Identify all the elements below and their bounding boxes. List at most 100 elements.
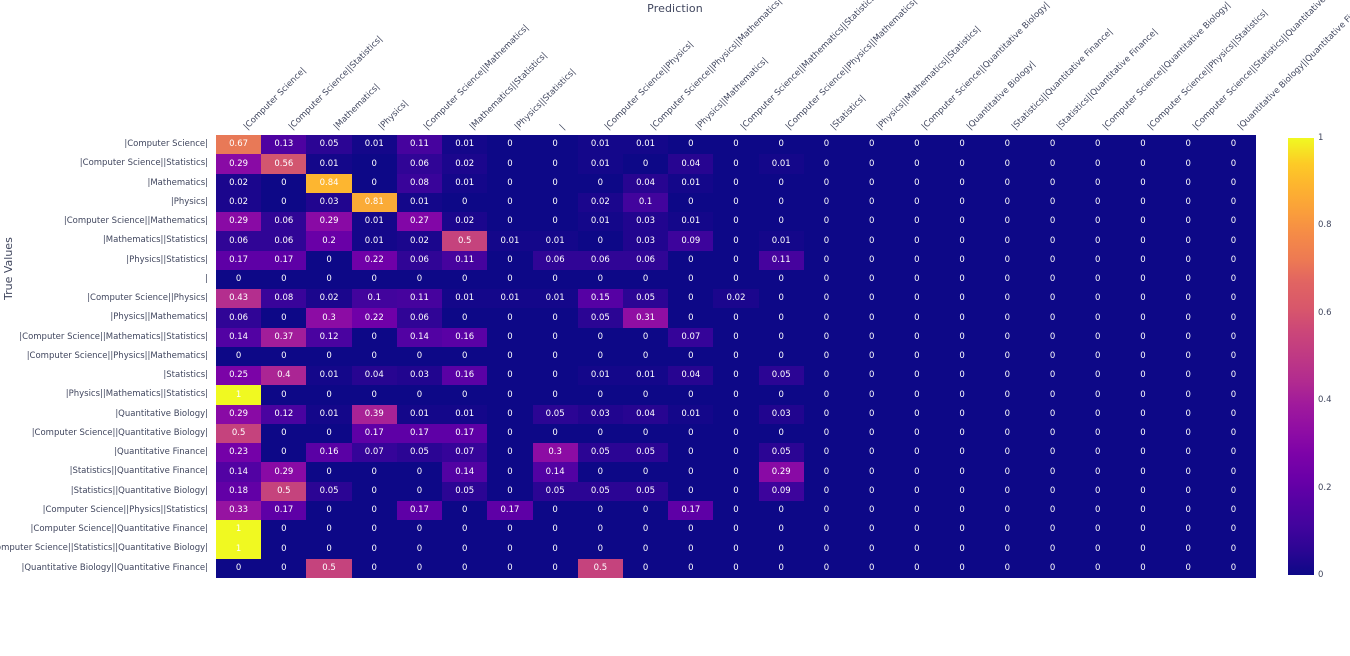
heatmap-cell: 0 [1120, 327, 1166, 347]
heatmap-cell: 0 [939, 385, 985, 405]
heatmap-cell: 0 [939, 154, 985, 174]
heatmap-cell: 0 [939, 462, 985, 482]
heatmap-cell: 0 [984, 135, 1030, 155]
heatmap-cell: 0.4 [261, 366, 307, 386]
heatmap-cell: 0 [803, 289, 850, 309]
colorbar-tick-label: 0.8 [1318, 220, 1332, 231]
heatmap-cell: 0.25 [216, 366, 262, 386]
heatmap-cell: 0 [351, 173, 397, 193]
heatmap-cell: 0.39 [351, 404, 397, 424]
heatmap-cell: 0 [849, 443, 895, 463]
colorbar-tick-label: 0 [1318, 570, 1324, 580]
heatmap-cell: 0 [713, 558, 759, 578]
heatmap-cell: 0 [1165, 231, 1211, 251]
heatmap-cell: 0 [849, 250, 895, 270]
heatmap-cell: 0 [758, 539, 804, 559]
heatmap-cell: 0.16 [442, 327, 488, 347]
heatmap-cell: 0 [532, 423, 578, 443]
heatmap-cell: 0 [261, 192, 307, 212]
heatmap-cell: 0 [577, 462, 623, 482]
heatmap-cell: 0 [758, 135, 804, 155]
heatmap-row: 0.06 0.06 0.2 0.01 0.02 0.5 0.01 0.01 0 0.03 0.09 0… [216, 231, 1257, 251]
heatmap-cell: 0 [1120, 250, 1166, 270]
heatmap-cell: 0 [306, 462, 352, 482]
x-tick-label: |Mathematics||Statistics| [467, 50, 549, 133]
heatmap-cell: 0 [894, 539, 940, 559]
heatmap-cell: 0 [442, 500, 488, 520]
heatmap-cell: 0 [939, 366, 985, 386]
heatmap-cell: 0.01 [487, 231, 533, 251]
heatmap-cell: 0 [894, 481, 940, 501]
heatmap-cell: 0.03 [396, 366, 443, 386]
heatmap-cell: 0 [803, 135, 850, 155]
heatmap-cell: 0 [1075, 385, 1121, 405]
heatmap-cell: 0 [894, 212, 940, 232]
heatmap-cell: 0 [487, 308, 533, 328]
y-tick-label: |Computer Science||Physics||Mathematics| [26, 350, 208, 361]
heatmap-cell: 0.17 [351, 423, 397, 443]
heatmap-cell: 0.17 [261, 250, 307, 270]
heatmap-cell: 0 [1210, 308, 1257, 328]
heatmap-cell: 0.06 [396, 154, 443, 174]
heatmap-cell: 0 [1075, 423, 1121, 443]
heatmap-cell: 0 [622, 385, 669, 405]
heatmap-cell: 0 [487, 481, 533, 501]
heatmap-cell: 0 [894, 558, 940, 578]
heatmap-cell: 0 [1075, 269, 1121, 289]
heatmap-cell: 0 [306, 250, 352, 270]
heatmap-cell: 0 [668, 385, 714, 405]
heatmap-cell: 0 [261, 308, 307, 328]
heatmap-cell: 0 [894, 231, 940, 251]
heatmap-cell: 0 [1120, 366, 1166, 386]
heatmap-cell: 0.07 [442, 443, 488, 463]
heatmap-cell: 0 [984, 173, 1030, 193]
heatmap-cell: 0 [487, 135, 533, 155]
heatmap-cell: 0 [351, 558, 397, 578]
heatmap-cell: 0 [351, 539, 397, 559]
heatmap-cell: 0.5 [216, 423, 262, 443]
heatmap-cell: 0.11 [758, 250, 804, 270]
heatmap-cell: 0 [939, 231, 985, 251]
colorbar-tick-label: 0.6 [1318, 307, 1332, 318]
heatmap-cell: 0.04 [622, 173, 669, 193]
heatmap-cell: 0 [803, 423, 850, 443]
heatmap-cell: 0 [803, 212, 850, 232]
heatmap-cell: 0 [1029, 212, 1076, 232]
y-axis-tick-labels: |Computer Science| |Computer Science||Sta… [0, 135, 212, 578]
heatmap-cell: 0.12 [306, 327, 352, 347]
heatmap-cell: 0 [984, 212, 1030, 232]
heatmap-cell: 0.01 [306, 366, 352, 386]
heatmap-cell: 0 [351, 327, 397, 347]
heatmap-cell: 0 [532, 135, 578, 155]
x-tick-label: |Computer Science||Physics| [603, 39, 696, 132]
y-tick-label: |Quantitative Biology| [115, 408, 208, 419]
heatmap-cell: 0 [1075, 462, 1121, 482]
heatmap-cell: 0 [1210, 289, 1257, 309]
heatmap-cell: 0 [758, 308, 804, 328]
heatmap-cell: 0 [487, 154, 533, 174]
heatmap-cell: 0 [622, 558, 669, 578]
heatmap-row: 0.29 0.06 0.29 0.01 0.27 0.02 0 0 0.01 0.03 0.01 0 0… [216, 212, 1257, 232]
heatmap-cell: 0 [1029, 558, 1076, 578]
heatmap-cell: 0 [1075, 173, 1121, 193]
heatmap-cell: 0 [939, 481, 985, 501]
heatmap-cell: 0 [939, 520, 985, 540]
heatmap-cell: 0.11 [396, 289, 443, 309]
heatmap-cell: 0 [487, 443, 533, 463]
heatmap-cell: 0.01 [306, 404, 352, 424]
heatmap-cell: 0 [1210, 500, 1257, 520]
heatmap-cell: 0.04 [668, 154, 714, 174]
heatmap-cell: 0.16 [442, 366, 488, 386]
heatmap-cell: 0 [577, 539, 623, 559]
heatmap-cell: 0.1 [351, 289, 397, 309]
colorbar-tick-label: 0.2 [1318, 482, 1332, 493]
heatmap-cell: 0 [939, 404, 985, 424]
heatmap-row: 0.02 0 0.03 0.81 0.01 0 0 0 0.02 0.1 0 0 0 0 0 0 0 0 0 0 0 0 0 [216, 192, 1257, 212]
heatmap-cell: 0.05 [306, 135, 352, 155]
heatmap-cell: 0 [758, 558, 804, 578]
x-tick-label: |Mathematics| [331, 82, 382, 132]
heatmap-cell: 0 [894, 192, 940, 212]
